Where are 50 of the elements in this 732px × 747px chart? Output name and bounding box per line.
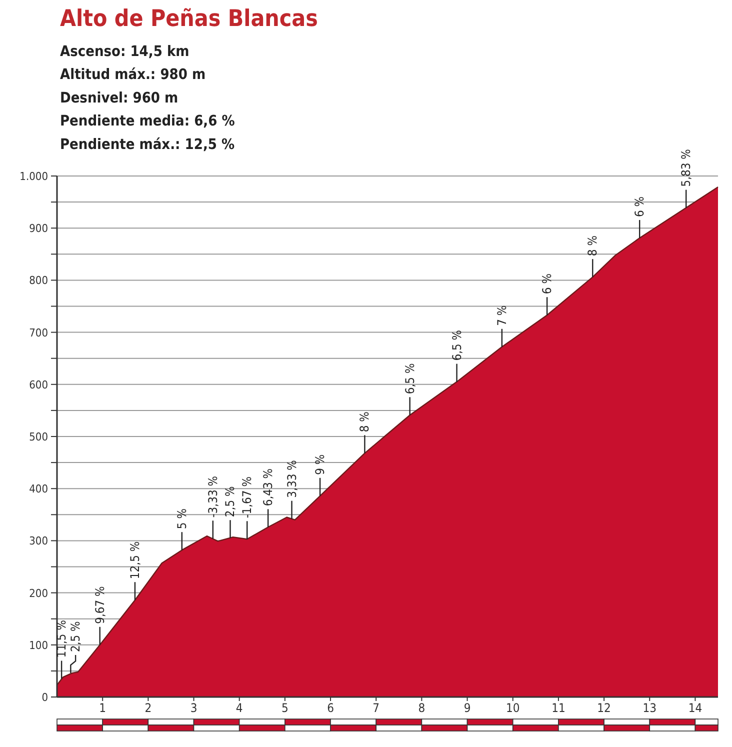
annotation: 3,33 % [284, 460, 299, 498]
annotation: 11,5 % [54, 620, 69, 658]
x-tick-label: 13 [642, 701, 656, 715]
text: Ascenso: 14,5 km [60, 44, 190, 60]
annotation: 6 % [632, 196, 647, 217]
x-tick-label: 3 [190, 701, 198, 715]
y-tick-label: 800 [29, 274, 48, 288]
y-tick-label: 200 [29, 586, 48, 600]
annotation: 6 % [540, 274, 554, 294]
y-tick-label: 300 [29, 534, 48, 548]
annotation: 5 % [174, 508, 189, 530]
text: Desnivel: 960 m [60, 90, 178, 106]
x-tick-label: 12 [597, 701, 611, 715]
annotation: 7 % [494, 305, 509, 326]
x-tick-label: 7 [372, 701, 380, 715]
annotation: 6,43 % [261, 468, 276, 506]
y-tick-label: 400 [29, 482, 48, 496]
x-tick-label: 9 [464, 701, 471, 715]
annotation: 5,83 % [679, 149, 694, 187]
text: Altitud máx.: 980 m [60, 67, 206, 84]
y-tick-label: 600 [29, 378, 48, 392]
x-tick-label: 14 [688, 701, 702, 715]
y-tick-label: 1.000 [20, 170, 48, 183]
annotation: 9 % [313, 454, 328, 475]
x-tick-label: 4 [236, 701, 243, 715]
annotation: 2,5 % [68, 621, 83, 652]
chart-title: Alto de Peñas Blancas [60, 6, 318, 32]
annotation: -1,67 % [240, 476, 254, 518]
x-tick-label: 10 [506, 701, 520, 715]
y-tick-label: 900 [29, 222, 48, 236]
text: Pendiente media: 6,6 % [60, 114, 235, 130]
annotation: 8 % [358, 412, 372, 432]
x-tick-label: 2 [144, 701, 152, 715]
annotation: 6,5 % [402, 363, 417, 394]
annotation: 12,5 % [128, 541, 142, 580]
annotation: 9,67 % [92, 586, 107, 624]
x-tick-label: 8 [418, 701, 426, 715]
x-tick-label: 6 [327, 701, 334, 715]
x-tick-label: 1 [99, 701, 106, 715]
x-tick-label: 11 [552, 701, 566, 715]
x-tick-label: 5 [281, 701, 288, 715]
annotation: 8 % [586, 236, 600, 256]
text: Pendiente máx.: 12,5 % [60, 136, 235, 153]
y-tick-label: 500 [29, 430, 48, 444]
annotation: 6,5 % [450, 330, 464, 361]
y-tick-label: 700 [29, 326, 48, 340]
annotation: 2,5 % [223, 486, 238, 518]
y-tick-label: 100 [29, 638, 48, 652]
y-tick-label: 0 [42, 691, 48, 704]
annotation: -3,33 % [206, 476, 220, 518]
